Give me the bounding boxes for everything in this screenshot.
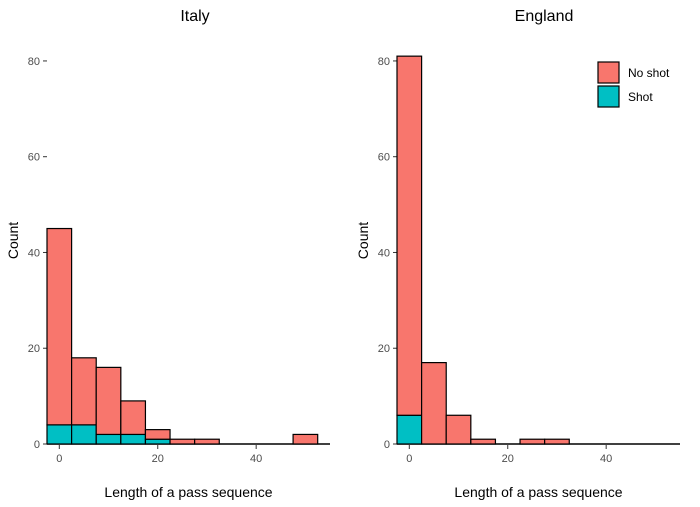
legend: No shot Shot [597,61,670,108]
chart-title: Italy [180,8,209,25]
y-axis-title: Count [5,222,21,259]
bar-no-shot [120,400,147,436]
bar-shot [46,424,73,445]
bar-no-shot [396,55,423,416]
panel-italy: Italy Count Length of a pass sequence 0 20 40… [5,8,330,500]
bar-no-shot [292,433,319,445]
panel-england: England Count Length of a pass sequence 0 20… [355,8,680,500]
y-tick-label: 0 [34,439,40,451]
y-tick-label: 40 [28,247,40,259]
bar-no-shot [46,227,73,426]
bar-shot [95,433,122,445]
legend-swatch [597,85,620,108]
legend-label: No shot [628,66,670,80]
bar-shot [396,414,423,445]
legend-swatch [597,61,620,84]
bar-shot [144,438,171,445]
x-axis-title: Length of a pass sequence [104,484,272,500]
x-tick-label: 20 [502,453,514,465]
legend-label: Shot [628,90,653,104]
y-tick-label: 20 [378,343,390,355]
x-tick-label: 40 [250,453,262,465]
bar-no-shot [421,362,447,445]
x-tick-label: 0 [406,453,412,465]
y-tick-label: 60 [28,152,40,164]
y-tick-label: 40 [378,247,390,259]
bar-no-shot [445,414,472,445]
x-tick-label: 0 [56,453,62,465]
bar-no-shot [544,438,570,445]
bar-no-shot [169,438,196,445]
bar-shot [120,433,147,445]
y-tick-label: 20 [28,343,40,355]
x-tick-label: 20 [152,453,164,465]
y-tick-label: 80 [378,56,390,68]
y-tick-label: 60 [378,152,390,164]
bar-no-shot [144,429,171,440]
chart-title: England [515,8,574,25]
x-tick-label: 40 [600,453,612,465]
y-axis-title: Count [355,222,371,259]
bar-no-shot [71,357,97,426]
bar-no-shot [95,366,122,436]
bar-no-shot [194,438,220,445]
x-axis-title: Length of a pass sequence [454,484,622,500]
y-tick-label: 0 [384,439,390,451]
bar-no-shot [470,438,497,445]
y-tick-label: 80 [28,56,40,68]
bar-shot [71,424,97,445]
bar-no-shot [519,438,546,445]
